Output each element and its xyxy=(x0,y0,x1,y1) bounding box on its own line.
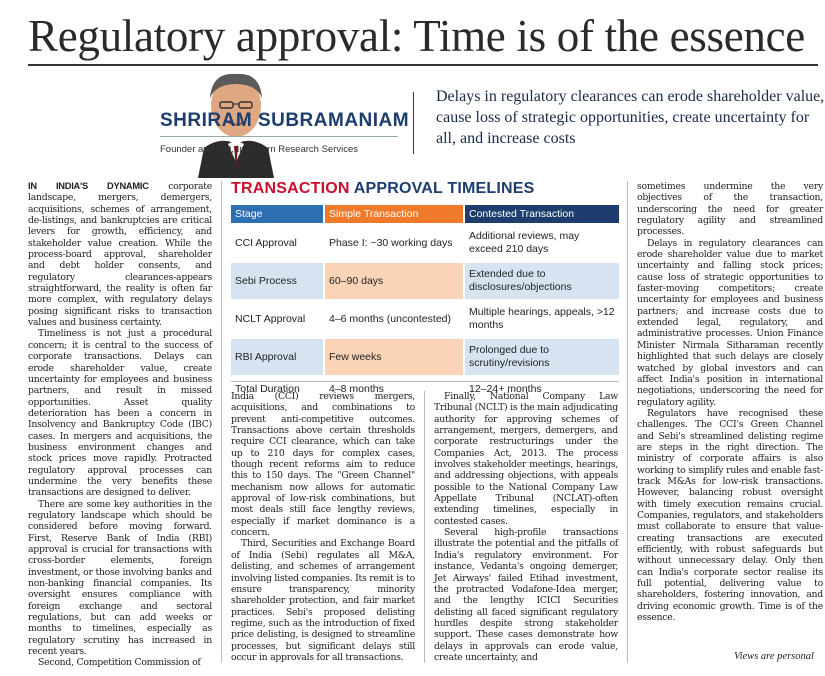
standfirst: Delays in regulatory clearances can erod… xyxy=(436,88,825,147)
table-cell: Multiple hearings, appeals, >12 months xyxy=(465,301,619,337)
table-cell: RBI Approval xyxy=(231,339,323,375)
author-name: SHRIRAM SUBRAMANIAM xyxy=(160,110,410,131)
paragraph: Regulators have recognised these challen… xyxy=(637,407,823,624)
headline-rule xyxy=(28,64,818,66)
paragraph: India (CCI) reviews mergers, acquisition… xyxy=(231,391,415,539)
paragraph: IN INDIA'S DYNAMIC corporate landscape, … xyxy=(28,181,212,328)
table-cell: 4–6 months (uncontested) xyxy=(325,301,463,337)
table-row: NCLT Approval 4–6 months (uncontested) M… xyxy=(231,301,619,337)
footer-note: Views are personal xyxy=(734,651,814,662)
table-row: Sebi Process 60–90 days Extended due to … xyxy=(231,263,619,299)
paragraph: Finally, National Company Law Tribunal (… xyxy=(434,391,618,527)
column-rule xyxy=(627,181,628,663)
column-rule xyxy=(424,391,425,663)
table-header-simple: Simple Transaction xyxy=(325,205,463,223)
table-title-rest: APPROVAL TIMELINES xyxy=(349,180,535,197)
article-column-3: Finally, National Company Law Tribunal (… xyxy=(434,391,618,663)
transaction-timelines-table: Stage Simple Transaction Contested Trans… xyxy=(229,203,621,403)
table-header-contested: Contested Transaction xyxy=(465,205,619,223)
table-cell: 60–90 days xyxy=(325,263,463,299)
standfirst-divider xyxy=(413,92,414,154)
paragraph: Delays in regulatory clearances can erod… xyxy=(637,237,823,408)
table-cell: Additional reviews, may exceed 210 days xyxy=(465,225,619,261)
headline: Regulatory approval: Time is of the esse… xyxy=(28,11,805,61)
paragraph: Several high-profile transactions illust… xyxy=(434,527,618,663)
table-row: RBI Approval Few weeks Prolonged due to … xyxy=(231,339,619,375)
paragraph-text: corporate landscape, mergers, demergers,… xyxy=(28,181,212,329)
article-column-2: India (CCI) reviews mergers, acquisition… xyxy=(231,391,415,663)
article-column-4: sometimes undermine the very objectives … xyxy=(637,181,823,623)
paragraph: There are some key authorities in the re… xyxy=(28,498,212,658)
table-row: CCI Approval Phase I: ~30 working days A… xyxy=(231,225,619,261)
paragraph: sometimes undermine the very objectives … xyxy=(637,181,823,238)
author-role: Founder and MD, InGovern Research Servic… xyxy=(160,144,359,155)
author-rule xyxy=(160,136,398,137)
table-cell: Sebi Process xyxy=(231,263,323,299)
author-portrait xyxy=(198,73,274,178)
table-cell: NCLT Approval xyxy=(231,301,323,337)
lead-in: IN INDIA'S DYNAMIC xyxy=(28,181,149,191)
paragraph: Timeliness is not just a procedural conc… xyxy=(28,328,212,499)
table-title-accent: TRANSACTION xyxy=(231,180,350,197)
table-cell: Prolonged due to scrutiny/revisions xyxy=(465,339,619,375)
column-rule xyxy=(221,181,222,663)
table-title: TRANSACTION APPROVAL TIMELINES xyxy=(231,180,535,198)
table-cell: CCI Approval xyxy=(231,225,323,261)
article-column-1: IN INDIA'S DYNAMIC corporate landscape, … xyxy=(28,181,212,669)
table-header-stage: Stage xyxy=(231,205,323,223)
paragraph: Second, Competition Commission of xyxy=(38,657,201,669)
table-bottom-rule xyxy=(231,381,619,382)
table-cell: Extended due to disclosures/objections xyxy=(465,263,619,299)
paragraph: Third, Securities and Exchange Board of … xyxy=(231,538,415,663)
table-cell: Phase I: ~30 working days xyxy=(325,225,463,261)
table-cell: Few weeks xyxy=(325,339,463,375)
